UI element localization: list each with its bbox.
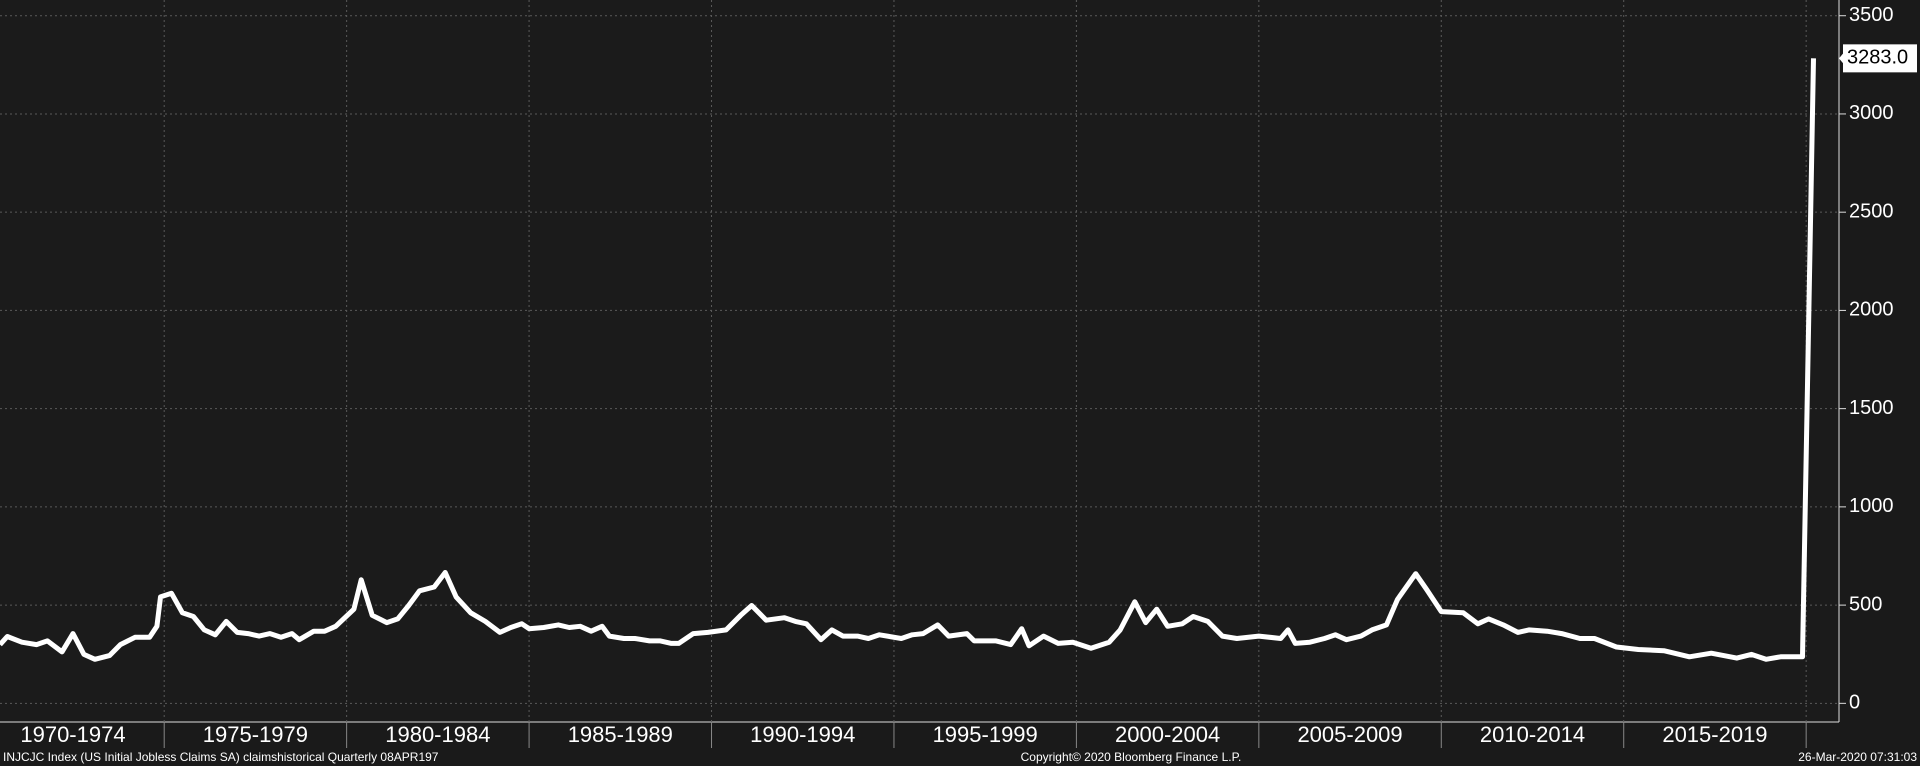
footer-timestamp: 26-Mar-2020 07:31:03 — [1798, 750, 1917, 764]
x-tick-label: 1995-1999 — [933, 722, 1038, 747]
y-tick-label: 500 — [1849, 593, 1882, 615]
x-tick-label: 1985-1989 — [568, 722, 673, 747]
last-value-pointer — [1839, 52, 1844, 65]
last-value-label: 3283.0 — [1847, 47, 1908, 69]
footer-copyright: Copyright© 2020 Bloomberg Finance L.P. — [1021, 750, 1242, 764]
y-tick-label: 1000 — [1849, 495, 1894, 517]
x-tick-label: 1980-1984 — [385, 722, 490, 747]
line — [0, 58, 1816, 662]
plot-area — [0, 0, 1839, 722]
x-tick-label: 1990-1994 — [750, 722, 855, 747]
x-tick-label: 1975-1979 — [203, 722, 308, 747]
x-tick-label: 1970-1974 — [20, 722, 125, 747]
x-tick-label: 2010-2014 — [1480, 722, 1585, 747]
y-tick-label: 1500 — [1849, 397, 1894, 419]
y-tick-label: 2500 — [1849, 200, 1894, 222]
y-tick-label: 0 — [1849, 692, 1860, 714]
y-tick-label: 3000 — [1849, 102, 1894, 124]
footer-source: INJCJC Index (US Initial Jobless Claims … — [3, 750, 439, 764]
x-tick-label: 2005-2009 — [1297, 722, 1402, 747]
last-value-box — [1843, 44, 1917, 73]
x-tick-label: 2015-2019 — [1662, 722, 1767, 747]
y-tick-label: 2000 — [1849, 299, 1894, 321]
y-tick-label: 3500 — [1849, 4, 1894, 26]
x-tick-label: 2000-2004 — [1115, 722, 1220, 747]
